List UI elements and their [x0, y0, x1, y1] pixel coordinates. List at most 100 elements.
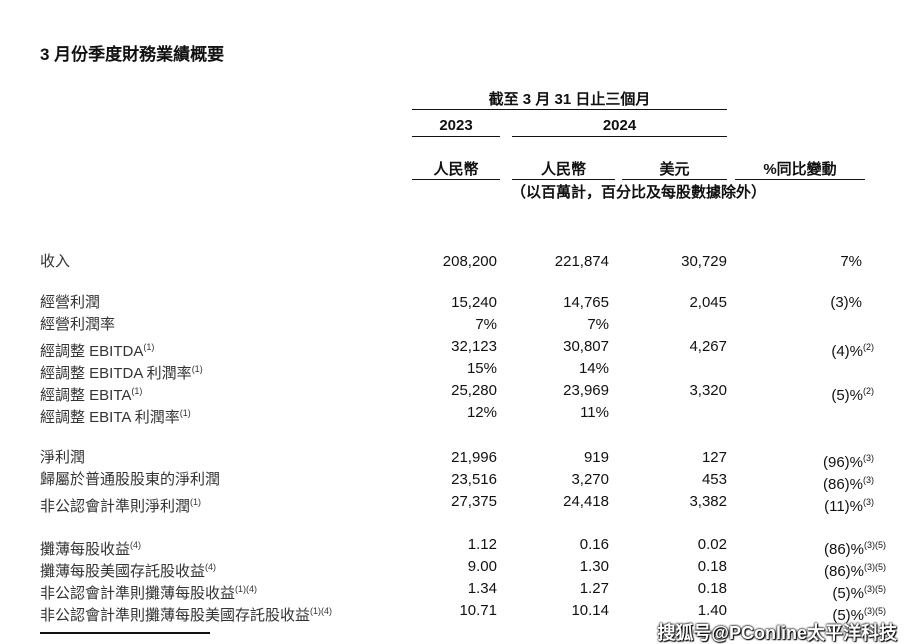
- table-row: 攤薄每股收益(4) 1.12 0.16 0.02 (86)%(3)(5): [0, 534, 915, 558]
- yoy-cell: (11)%(3): [824, 491, 874, 518]
- value-cell: 0.18: [697, 558, 727, 575]
- divider: [512, 136, 727, 137]
- value-cell: 27,375: [451, 493, 497, 510]
- value-cell: 1.30: [579, 558, 609, 575]
- row-label: 攤薄每股美國存託股收益(4): [40, 556, 216, 583]
- yoy-value: (5)%: [832, 607, 864, 624]
- value-cell: 15%: [466, 360, 497, 377]
- value-cell: 23,969: [563, 382, 609, 399]
- divider: [622, 179, 727, 180]
- row-label-text: 收入: [40, 253, 71, 270]
- yoy-cell: (5)%(3)(5): [832, 600, 886, 627]
- row-label-text: 經調整 EBITDA: [40, 343, 144, 360]
- footnote-ref: (1): [179, 408, 191, 418]
- year-2023-header: 2023: [439, 117, 473, 134]
- currency-header-rmb-2023: 人民幣: [433, 161, 479, 178]
- yoy-cell: 7%: [840, 251, 862, 273]
- footnote-ref: (1)(4): [235, 584, 258, 594]
- row-label-text: 經營利潤率: [40, 316, 116, 333]
- table-row: 非公認會計準則攤薄每股美國存託股收益(1)(4) 10.71 10.14 1.40 (5…: [0, 600, 915, 624]
- value-cell: 221,874: [554, 253, 609, 270]
- yoy-value: (4)%: [831, 343, 863, 360]
- row-label-text: 經調整 EBITDA 利潤率: [40, 365, 192, 382]
- value-cell: 32,123: [451, 338, 497, 355]
- value-cell: 4,267: [689, 338, 727, 355]
- footnote-ref: (1): [190, 497, 202, 507]
- year-2024-header: 2024: [602, 117, 637, 134]
- footnote-ref: (3): [863, 475, 874, 485]
- yoy-value: (86)%: [822, 476, 863, 493]
- row-label: 歸屬於普通股股東的淨利潤: [40, 469, 220, 491]
- row-label-text: 攤薄每股收益: [40, 541, 131, 558]
- units-note: （以百萬計，百分比及每股數據除外）: [510, 184, 766, 201]
- yoy-cell: (96)%(3): [823, 447, 874, 474]
- row-label-text: 非公認會計準則淨利潤: [40, 498, 191, 515]
- value-cell: 11%: [580, 404, 609, 421]
- yoy-cell: (5)%(2): [831, 380, 874, 407]
- row-label: 經調整 EBITA(1): [40, 380, 142, 407]
- footnote-ref: (1): [131, 386, 143, 396]
- row-label-text: 淨利潤: [40, 449, 86, 466]
- value-cell: 10.71: [459, 602, 497, 619]
- yoy-value: (5)%: [832, 585, 864, 602]
- divider: [412, 109, 727, 110]
- value-cell: 10.14: [571, 602, 609, 619]
- yoy-value: (11)%: [824, 498, 863, 515]
- yoy-cell: (3)%: [830, 292, 862, 314]
- row-label: 經營利潤: [40, 292, 100, 314]
- table-row: 攤薄每股美國存託股收益(4) 9.00 1.30 0.18 (86)%(3)(5): [0, 556, 915, 580]
- row-label-text: 非公認會計準則攤薄每股美國存託股收益: [40, 607, 311, 624]
- table-row: 經調整 EBITA 利潤率(1) 12% 11%: [0, 402, 915, 426]
- row-label: 攤薄每股收益(4): [40, 534, 141, 561]
- yoy-change-header: %同比變動: [763, 161, 837, 178]
- value-cell: 30,807: [563, 338, 609, 355]
- footnote-ref: (2): [863, 342, 874, 352]
- value-cell: 1.27: [579, 580, 609, 597]
- footnote-ref: (4): [205, 562, 217, 572]
- value-cell: 24,418: [563, 493, 609, 510]
- divider: [512, 179, 615, 180]
- footnote-divider: [40, 632, 210, 634]
- footnote-ref: (3)(5): [864, 584, 886, 594]
- value-cell: 2,045: [689, 294, 727, 311]
- row-label: 非公認會計準則攤薄每股收益(1)(4): [40, 578, 257, 605]
- value-cell: 1.40: [697, 602, 727, 619]
- divider: [735, 179, 865, 180]
- value-cell: 0.16: [579, 536, 609, 553]
- row-label-text: 攤薄每股美國存託股收益: [40, 563, 206, 580]
- yoy-value: (86)%: [823, 541, 864, 558]
- table-row: 經營利潤 15,240 14,765 2,045 (3)%: [0, 292, 915, 314]
- footnote-ref: (3)(5): [864, 540, 886, 550]
- value-cell: 1.34: [467, 580, 497, 597]
- value-cell: 12%: [466, 404, 497, 421]
- value-cell: 3,270: [571, 471, 609, 488]
- row-label: 經調整 EBITA 利潤率(1): [40, 402, 191, 429]
- value-cell: 14,765: [563, 294, 609, 311]
- row-label: 收入: [40, 251, 70, 273]
- row-label: 經營利潤率: [40, 314, 115, 336]
- table-row: 非公認會計準則攤薄每股收益(1)(4) 1.34 1.27 0.18 (5)%(3)(5…: [0, 578, 915, 602]
- table-row: 經調整 EBITA(1) 25,280 23,969 3,320 (5)%(2): [0, 380, 915, 404]
- footnote-ref: (3)(5): [864, 606, 886, 616]
- yoy-value: (5)%: [831, 387, 863, 404]
- value-cell: 14%: [578, 360, 609, 377]
- footnote-ref: (4): [130, 540, 142, 550]
- row-label: 淨利潤: [40, 447, 85, 469]
- footnote-ref: (1)(4): [310, 606, 333, 616]
- value-cell: 9.00: [467, 558, 497, 575]
- yoy-value: (96)%: [822, 454, 863, 471]
- yoy-value: (86)%: [823, 563, 864, 580]
- row-label: 非公認會計準則攤薄每股美國存託股收益(1)(4): [40, 600, 332, 627]
- row-label-text: 經調整 EBITA 利潤率: [40, 409, 180, 426]
- value-cell: 3,382: [689, 493, 727, 510]
- table-row: 經營利潤率 7% 7%: [0, 314, 915, 336]
- yoy-value: (3)%: [830, 294, 862, 311]
- value-cell: 23,516: [451, 471, 497, 488]
- value-cell: 30,729: [681, 253, 727, 270]
- value-cell: 21,996: [451, 449, 497, 466]
- table-row: 收入 208,200 221,874 30,729 7%: [0, 251, 915, 273]
- table-row: 非公認會計準則淨利潤(1) 27,375 24,418 3,382 (11)%(3): [0, 491, 915, 515]
- yoy-cell: (4)%(2): [831, 336, 874, 363]
- footnote-ref: (3): [863, 497, 874, 507]
